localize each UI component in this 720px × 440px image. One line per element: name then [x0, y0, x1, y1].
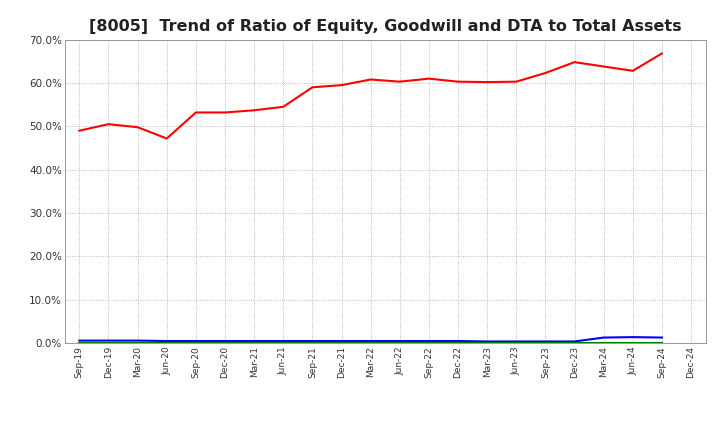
Goodwill — [657, 335, 666, 340]
Goodwill — [454, 338, 462, 344]
Deferred Tax Assets — [366, 341, 375, 346]
Goodwill — [512, 339, 521, 344]
Deferred Tax Assets — [337, 341, 346, 346]
Equity — [541, 70, 550, 76]
Equity — [337, 82, 346, 88]
Equity — [104, 121, 113, 127]
Equity — [483, 80, 492, 85]
Goodwill — [599, 335, 608, 340]
Goodwill — [483, 339, 492, 344]
Goodwill — [279, 338, 287, 344]
Equity — [75, 128, 84, 133]
Goodwill — [337, 338, 346, 344]
Deferred Tax Assets — [220, 341, 229, 346]
Equity — [425, 76, 433, 81]
Deferred Tax Assets — [163, 341, 171, 346]
Equity — [366, 77, 375, 82]
Goodwill — [629, 334, 637, 340]
Deferred Tax Assets — [599, 341, 608, 346]
Goodwill — [104, 338, 113, 343]
Goodwill — [163, 338, 171, 344]
Equity — [454, 79, 462, 84]
Deferred Tax Assets — [570, 341, 579, 346]
Goodwill — [308, 338, 317, 344]
Deferred Tax Assets — [629, 341, 637, 346]
Equity — [657, 51, 666, 56]
Deferred Tax Assets — [454, 341, 462, 346]
Equity — [395, 79, 404, 84]
Goodwill — [425, 338, 433, 344]
Deferred Tax Assets — [133, 341, 142, 346]
Equity — [192, 110, 200, 115]
Equity — [163, 136, 171, 141]
Deferred Tax Assets — [279, 341, 287, 346]
Deferred Tax Assets — [250, 341, 258, 346]
Equity — [279, 104, 287, 110]
Goodwill — [570, 339, 579, 344]
Equity — [599, 64, 608, 69]
Goodwill — [541, 339, 550, 344]
Title: [8005]  Trend of Ratio of Equity, Goodwill and DTA to Total Assets: [8005] Trend of Ratio of Equity, Goodwil… — [89, 19, 682, 34]
Equity — [250, 108, 258, 113]
Goodwill — [75, 338, 84, 343]
Deferred Tax Assets — [192, 341, 200, 346]
Deferred Tax Assets — [395, 341, 404, 346]
Equity — [220, 110, 229, 115]
Goodwill — [250, 338, 258, 344]
Equity — [133, 125, 142, 130]
Line: Equity: Equity — [79, 54, 662, 139]
Equity — [570, 59, 579, 65]
Goodwill — [395, 338, 404, 344]
Deferred Tax Assets — [541, 341, 550, 346]
Deferred Tax Assets — [657, 341, 666, 346]
Deferred Tax Assets — [75, 341, 84, 346]
Goodwill — [366, 338, 375, 344]
Equity — [629, 68, 637, 73]
Goodwill — [133, 338, 142, 343]
Line: Goodwill: Goodwill — [79, 337, 662, 341]
Goodwill — [192, 338, 200, 344]
Deferred Tax Assets — [104, 341, 113, 346]
Equity — [512, 79, 521, 84]
Equity — [308, 84, 317, 90]
Goodwill — [220, 338, 229, 344]
Deferred Tax Assets — [425, 341, 433, 346]
Deferred Tax Assets — [483, 341, 492, 346]
Deferred Tax Assets — [308, 341, 317, 346]
Deferred Tax Assets — [512, 341, 521, 346]
